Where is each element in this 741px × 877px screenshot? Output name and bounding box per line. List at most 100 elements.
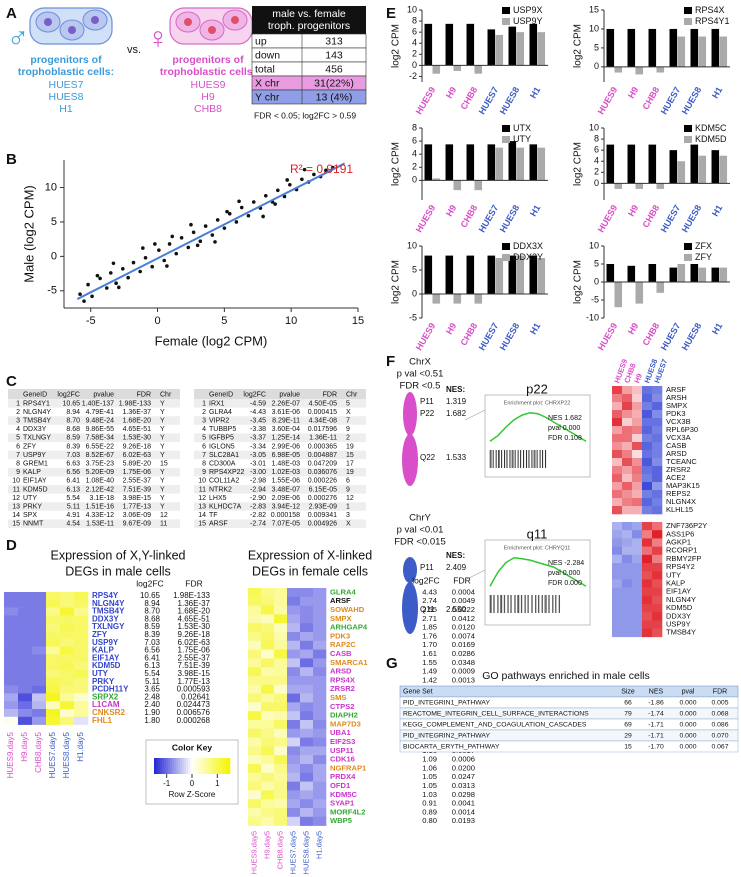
heatmap-cell xyxy=(300,596,314,606)
heatmap-cell xyxy=(261,781,275,791)
legend-label: USP9X xyxy=(513,5,543,15)
fdr-value: 1.36E-37 xyxy=(178,599,211,608)
table-cell: TUBBP5 xyxy=(209,426,236,433)
heatmap-cell xyxy=(632,434,643,443)
point xyxy=(324,168,328,173)
heatmap-cell xyxy=(622,612,633,621)
fdr-value: 9.26E-18 xyxy=(178,630,211,639)
heatmap-cell xyxy=(248,728,262,738)
table-header: male vs. female xyxy=(272,8,346,20)
heatmap-cell xyxy=(612,426,623,435)
color-key-tick: -1 xyxy=(163,779,171,788)
bar xyxy=(537,32,546,66)
table-cell: 7.03 xyxy=(66,452,80,459)
heatmap-cell xyxy=(4,615,19,624)
heatmap-cell xyxy=(248,588,262,598)
legend-swatch xyxy=(684,18,692,25)
heatmap-cell xyxy=(4,599,19,608)
log2fc-value: 1.05 xyxy=(422,772,437,781)
heatmap-cell xyxy=(632,386,643,395)
point xyxy=(263,193,268,198)
heatmap-cell xyxy=(60,592,75,601)
heatmap-cell xyxy=(300,684,314,694)
log2fc-value: 1.85 xyxy=(422,623,437,632)
sample-label: CHB8.day5 xyxy=(34,731,43,772)
bar xyxy=(698,36,707,67)
heatmap-cell xyxy=(313,667,327,677)
heatmap-cell xyxy=(642,386,653,395)
gsea-stat: pval 0.000 xyxy=(548,425,580,432)
heatmap-cell xyxy=(300,588,314,598)
heatmap-cell xyxy=(652,418,663,427)
heatmap-cell xyxy=(274,755,288,765)
table-cell: 1.08E-40 xyxy=(86,478,115,485)
gene-label: WBP5 xyxy=(330,816,353,825)
bar xyxy=(677,264,686,282)
heatmap-cell xyxy=(32,631,47,640)
bar xyxy=(606,144,615,184)
table-header-bg xyxy=(252,6,366,34)
heatmap-cell xyxy=(46,709,61,718)
table-cell: 5 xyxy=(346,400,350,407)
gene-label: EIF1AY xyxy=(666,587,691,596)
table-cell: 19 xyxy=(346,443,354,450)
log2fc-value: 2.71 xyxy=(422,614,437,623)
heatmap-cell xyxy=(612,579,623,588)
table-cell: UTY xyxy=(23,495,37,502)
heatmap-cell xyxy=(632,402,643,411)
bar xyxy=(719,36,728,67)
heatmap-cell xyxy=(300,808,314,818)
table-cell: 0.005 xyxy=(711,699,728,706)
heatmap-cell xyxy=(4,662,19,671)
table-cell: -3.37 xyxy=(250,435,266,442)
heatmap-cell xyxy=(632,506,643,515)
heatmap-title: DEGs in female cells xyxy=(252,564,368,578)
heatmap-cell xyxy=(652,450,663,459)
table-cell: 6.41 xyxy=(66,478,80,485)
heatmap-cell xyxy=(612,522,623,531)
bar xyxy=(432,178,441,181)
gene-label: VCX3B xyxy=(666,417,691,426)
table-cell: 1.36E-11 xyxy=(309,435,337,442)
table-cell: -2.90 xyxy=(250,495,266,502)
table-cell: 6.02E-63 xyxy=(123,452,152,459)
table-cell: 6.98E-05 xyxy=(272,452,301,459)
table-cell: DDX3Y xyxy=(23,426,47,433)
heatmap-cell xyxy=(274,728,288,738)
heatmap-cell xyxy=(74,693,89,702)
fdr-value: 0.0074 xyxy=(452,631,475,640)
fdr-value: 0.0313 xyxy=(452,781,475,790)
caption: trophoblastic cells: xyxy=(160,66,256,78)
table-cell: 4 xyxy=(16,426,20,433)
heatmap-cell xyxy=(642,546,653,556)
y-tick-label: -5 xyxy=(47,285,57,297)
band-nes: 1.533 xyxy=(446,453,467,462)
bar xyxy=(474,180,483,191)
table-cell: 14 xyxy=(198,512,206,519)
heatmap-cell xyxy=(642,434,653,443)
bar xyxy=(432,294,441,304)
table-cell: 0.004926 xyxy=(308,521,337,528)
heatmap-cell xyxy=(46,638,61,647)
table-cell: Y xyxy=(160,418,165,425)
x-tick-label: 5 xyxy=(221,315,227,327)
heatmap-cell xyxy=(612,450,623,459)
heatmap-cell xyxy=(248,781,262,791)
log2fc-value: 6.13 xyxy=(144,661,160,670)
heatmap-cell xyxy=(300,658,314,668)
enrichment-curve xyxy=(489,556,587,587)
heatmap-cell xyxy=(612,474,623,483)
heatmap-cell xyxy=(642,530,653,539)
table-cell: 1.77E-13 xyxy=(123,504,152,511)
bar xyxy=(635,183,644,189)
color-key-swatch xyxy=(162,758,165,774)
gene-label: NLGN4Y xyxy=(92,599,125,608)
heatmap-cell xyxy=(300,605,314,615)
heatmap-cell xyxy=(652,571,663,580)
table-cell: 66 xyxy=(624,699,632,706)
log2fc-value: 1.70 xyxy=(422,640,437,649)
heatmap-cell xyxy=(18,716,33,725)
gene-label: MORF4L2 xyxy=(330,807,365,816)
fdr: FDR <0.015 xyxy=(394,537,446,548)
heatmap-cell xyxy=(32,670,47,679)
